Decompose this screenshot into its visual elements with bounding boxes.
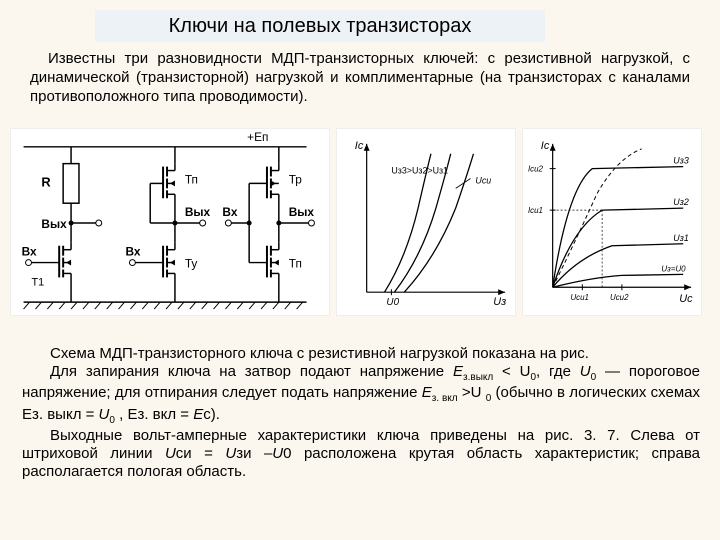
label-tp: Тр	[289, 172, 303, 186]
g1-xaxis: Uз	[493, 296, 506, 308]
label-vyh2: Вых	[185, 205, 211, 219]
g2-c3: Uз=U0	[661, 264, 686, 273]
g2-xt1: Uси2	[610, 293, 629, 302]
label-r: R	[41, 174, 51, 189]
g2-c0: Uз3	[673, 156, 689, 166]
g2-xaxis: Uс	[679, 293, 693, 305]
g2-xt0: Uси1	[570, 293, 588, 302]
intro-paragraph: Известны три разновидности МДП-транзисто…	[30, 50, 690, 106]
label-t1: Т1	[31, 276, 44, 288]
title-container: Ключи на полевых транзисторах	[95, 10, 545, 42]
label-vx3: Вх	[222, 205, 237, 219]
output-curves: Ic Uс Uз3 Uз2 Uз1 Uз=U0 Uси1 Uси2 Iси1 I…	[522, 128, 702, 316]
circuit-schematic: +Еп R Вых	[10, 128, 330, 316]
label-vyh1: Вых	[41, 217, 67, 231]
g1-tick: U0	[386, 297, 399, 308]
label-vyh3: Вых	[289, 205, 315, 219]
g1-ann2: Uси	[475, 175, 491, 185]
g1-yaxis: Ic	[355, 140, 364, 152]
g2-yt0: Iси1	[528, 206, 543, 215]
label-ty: Ту	[185, 257, 198, 271]
g2-c1: Uз2	[673, 197, 689, 207]
intro-text: Известны три разновидности МДП-транзисто…	[30, 50, 690, 105]
label-ep: +Еп	[247, 130, 268, 144]
label-tn: Тп	[185, 172, 198, 186]
transfer-curves: Ic Uз U0 Uз3>Uз2>Uз1 Uси	[336, 128, 516, 316]
g2-yaxis: Ic	[541, 140, 550, 152]
label-vx1: Вх	[22, 245, 37, 259]
body-p1: Схема МДП-транзисторного ключа с резисти…	[50, 345, 589, 362]
label-tn2: Тп	[289, 257, 302, 271]
page-title: Ключи на полевых транзисторах	[169, 15, 472, 38]
g2-c2: Uз1	[673, 233, 689, 243]
g2-yt1: Iси2	[528, 165, 544, 174]
figure-row: +Еп R Вых	[10, 128, 710, 318]
g1-ann1: Uз3>Uз2>Uз1	[391, 166, 448, 176]
label-vx2: Вх	[125, 245, 140, 259]
body-paragraphs: Схема МДП-транзисторного ключа с резисти…	[22, 345, 700, 482]
